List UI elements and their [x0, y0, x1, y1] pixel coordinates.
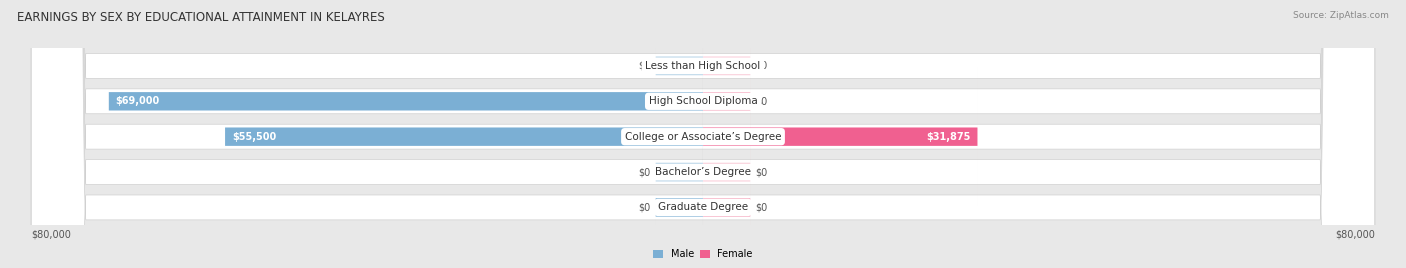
FancyBboxPatch shape [655, 0, 703, 135]
Text: High School Diploma: High School Diploma [648, 96, 758, 106]
Text: Graduate Degree: Graduate Degree [658, 202, 748, 213]
Legend: Male, Female: Male, Female [654, 249, 752, 259]
Text: $0: $0 [755, 202, 768, 213]
FancyBboxPatch shape [31, 0, 1375, 268]
FancyBboxPatch shape [31, 0, 1375, 268]
FancyBboxPatch shape [31, 0, 1375, 268]
Text: $0: $0 [755, 96, 768, 106]
Text: Less than High School: Less than High School [645, 61, 761, 71]
Text: $80,000: $80,000 [31, 229, 72, 239]
Text: $0: $0 [755, 61, 768, 71]
FancyBboxPatch shape [31, 0, 1375, 268]
FancyBboxPatch shape [655, 103, 703, 241]
Text: $55,500: $55,500 [232, 132, 276, 142]
FancyBboxPatch shape [655, 139, 703, 268]
Text: $0: $0 [755, 167, 768, 177]
Text: Source: ZipAtlas.com: Source: ZipAtlas.com [1294, 11, 1389, 20]
FancyBboxPatch shape [108, 32, 703, 170]
Text: $69,000: $69,000 [115, 96, 160, 106]
Text: $31,875: $31,875 [927, 132, 970, 142]
FancyBboxPatch shape [703, 32, 751, 170]
Text: $0: $0 [638, 202, 651, 213]
FancyBboxPatch shape [703, 68, 977, 206]
FancyBboxPatch shape [703, 103, 751, 241]
Text: $0: $0 [638, 61, 651, 71]
FancyBboxPatch shape [703, 0, 751, 135]
FancyBboxPatch shape [225, 68, 703, 206]
Text: $0: $0 [638, 167, 651, 177]
Text: College or Associate’s Degree: College or Associate’s Degree [624, 132, 782, 142]
Text: $80,000: $80,000 [1334, 229, 1375, 239]
FancyBboxPatch shape [31, 0, 1375, 268]
FancyBboxPatch shape [703, 139, 751, 268]
Text: Bachelor’s Degree: Bachelor’s Degree [655, 167, 751, 177]
Text: EARNINGS BY SEX BY EDUCATIONAL ATTAINMENT IN KELAYRES: EARNINGS BY SEX BY EDUCATIONAL ATTAINMEN… [17, 11, 385, 24]
